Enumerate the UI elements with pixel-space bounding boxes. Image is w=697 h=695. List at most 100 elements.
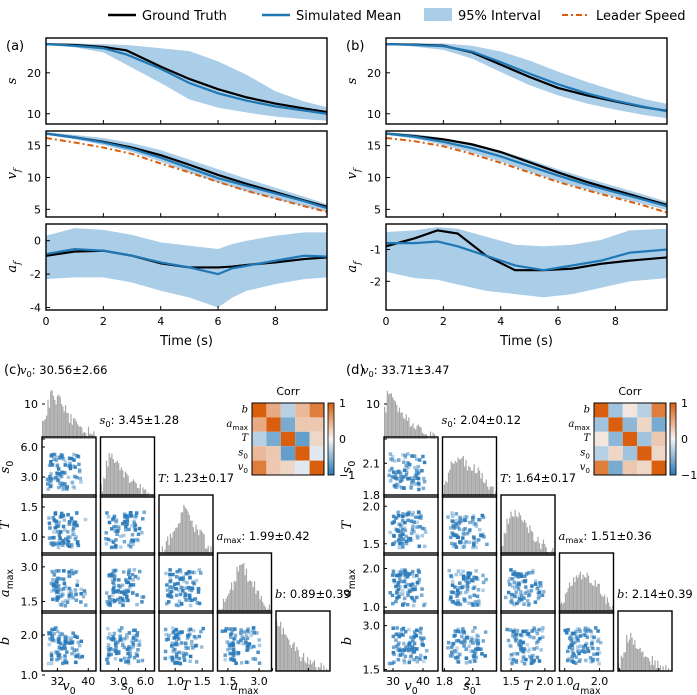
y-tick-label: 1.5 <box>363 664 381 677</box>
scatter-point <box>485 542 489 547</box>
hist-bar <box>529 525 531 555</box>
scatter-point <box>71 464 75 468</box>
y-tick-label: -2 <box>370 275 381 288</box>
scatter-point <box>256 650 260 655</box>
hist-bar <box>480 478 482 497</box>
hist-bar <box>317 667 320 671</box>
scatter-point <box>65 487 69 492</box>
y-axis-label: b <box>340 637 355 645</box>
hist-bar <box>194 531 196 555</box>
axes-frame <box>441 494 498 556</box>
scatter-point <box>245 636 250 641</box>
scatter-point <box>449 596 453 601</box>
scatter-point <box>464 540 468 544</box>
scatter-point <box>125 522 129 527</box>
scatter-point <box>105 657 109 662</box>
scatter-point <box>510 661 514 666</box>
scatter-point <box>111 588 115 592</box>
heatmap-cell <box>608 403 623 418</box>
hist-bar <box>589 582 591 613</box>
hist-bar <box>453 463 455 497</box>
scatter-point <box>176 631 180 636</box>
scatter-point <box>456 627 460 631</box>
hist-bar <box>388 394 390 439</box>
scatter-point <box>454 512 459 516</box>
scatter-point <box>55 595 60 600</box>
hist-bar <box>622 657 624 671</box>
scatter-point <box>51 543 55 547</box>
scatter-point <box>58 592 62 597</box>
scatter-point <box>126 572 131 577</box>
scatter-point <box>412 529 416 534</box>
x-tick-label: 2.0 <box>591 675 609 688</box>
scatter-point <box>62 518 67 522</box>
scatter-point <box>462 545 466 549</box>
scatter-point <box>420 533 425 538</box>
scatter-point <box>79 639 84 644</box>
axes-frame <box>41 610 97 672</box>
scatter-point <box>460 585 464 590</box>
scatter-point <box>64 537 68 541</box>
scatter-point <box>468 649 473 653</box>
scatter-point <box>190 570 195 575</box>
scatter-point <box>60 487 65 492</box>
scatter-point <box>394 539 398 544</box>
scatter-point <box>511 633 515 638</box>
scatter-point <box>397 513 401 518</box>
hist-bar <box>638 648 640 671</box>
scatter-point <box>247 642 251 646</box>
scatter-point <box>590 641 594 646</box>
scatter-point <box>171 585 176 590</box>
heatmap-cell <box>651 403 666 418</box>
hist-bar <box>573 577 575 613</box>
scatter-point <box>451 544 456 548</box>
hist-bar <box>93 431 95 439</box>
panel-label: (a) <box>6 39 24 54</box>
scatter-point <box>174 639 179 644</box>
hist-bar <box>582 574 584 613</box>
scatter-point <box>416 471 421 475</box>
hist-bar <box>392 397 394 439</box>
colorbar-tick-label: 1 <box>339 397 346 410</box>
x-tick-label: 32 <box>50 675 64 688</box>
scatter-point <box>230 645 234 650</box>
scatter-point <box>245 629 250 633</box>
scatter-point <box>527 590 532 594</box>
scatter-point <box>131 542 135 546</box>
scatter-point <box>456 525 460 529</box>
scatter-point <box>589 644 594 649</box>
scatter-point <box>391 475 395 479</box>
hist-bar <box>385 412 387 439</box>
scatter-point <box>142 510 146 515</box>
scatter-point <box>123 660 128 664</box>
hist-bar <box>192 527 194 555</box>
scatter-point <box>585 635 590 640</box>
scatter-point <box>47 516 51 520</box>
scatter-point <box>112 584 117 588</box>
scatter-point <box>124 593 129 597</box>
hist-bar <box>600 593 602 613</box>
scatter-point <box>199 629 203 634</box>
scatter-point <box>176 603 181 608</box>
axes-frame <box>158 552 214 614</box>
scatter-point <box>475 603 479 607</box>
scatter-point <box>178 592 183 597</box>
scatter-point <box>476 577 480 581</box>
scatter-point <box>227 641 231 645</box>
scatter-point <box>184 598 188 602</box>
scatter-point <box>511 630 516 634</box>
scatter-point <box>523 578 528 583</box>
heatmap-row-label: b <box>242 404 248 415</box>
scatter-point <box>114 529 119 533</box>
scatter-point <box>459 572 463 577</box>
scatter-point <box>388 479 393 483</box>
hist-bar <box>402 417 405 439</box>
scatter-point <box>114 589 118 594</box>
hist-bar <box>126 473 128 497</box>
scatter-point <box>394 527 398 532</box>
hist-bar <box>308 664 310 671</box>
scatter-point <box>124 594 129 599</box>
scatter-point <box>68 544 72 548</box>
scatter-point <box>536 596 541 601</box>
